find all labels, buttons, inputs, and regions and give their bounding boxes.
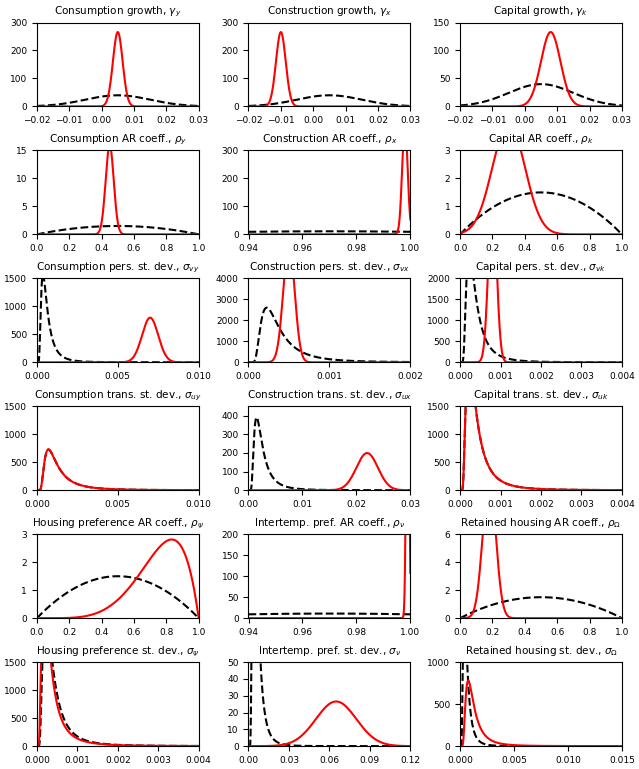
Title: Intertemp. pref. st. dev., $\sigma_\nu$: Intertemp. pref. st. dev., $\sigma_\nu$: [258, 644, 401, 657]
Title: Capital growth, $\gamma_k$: Capital growth, $\gamma_k$: [493, 4, 589, 18]
Title: Housing preference AR coeff., $\rho_\psi$: Housing preference AR coeff., $\rho_\psi…: [32, 516, 204, 531]
Title: Consumption growth, $\gamma_y$: Consumption growth, $\gamma_y$: [54, 5, 181, 19]
Title: Construction trans. st. dev., $\sigma_{ux}$: Construction trans. st. dev., $\sigma_{u…: [247, 388, 412, 401]
Title: Housing preference st. dev., $\sigma_\psi$: Housing preference st. dev., $\sigma_\ps…: [36, 644, 200, 658]
Title: Construction AR coeff., $\rho_x$: Construction AR coeff., $\rho_x$: [261, 132, 397, 146]
Title: Capital trans. st. dev., $\sigma_{uk}$: Capital trans. st. dev., $\sigma_{uk}$: [473, 388, 609, 402]
Title: Construction growth, $\gamma_x$: Construction growth, $\gamma_x$: [267, 4, 392, 18]
Title: Construction pers. st. dev., $\sigma_{vx}$: Construction pers. st. dev., $\sigma_{vx…: [249, 260, 410, 274]
Title: Capital AR coeff., $\rho_k$: Capital AR coeff., $\rho_k$: [488, 132, 594, 146]
Title: Consumption trans. st. dev., $\sigma_{uy}$: Consumption trans. st. dev., $\sigma_{uy…: [34, 388, 202, 403]
Title: Retained housing st. dev., $\sigma_\Omega$: Retained housing st. dev., $\sigma_\Omeg…: [465, 644, 617, 657]
Title: Retained housing AR coeff., $\rho_\Omega$: Retained housing AR coeff., $\rho_\Omega…: [461, 516, 622, 530]
Title: Consumption pers. st. dev., $\sigma_{vy}$: Consumption pers. st. dev., $\sigma_{vy}…: [36, 261, 199, 275]
Title: Capital pers. st. dev., $\sigma_{vk}$: Capital pers. st. dev., $\sigma_{vk}$: [475, 260, 606, 274]
Title: Intertemp. pref. AR coeff., $\rho_\nu$: Intertemp. pref. AR coeff., $\rho_\nu$: [254, 516, 405, 530]
Title: Consumption AR coeff., $\rho_y$: Consumption AR coeff., $\rho_y$: [49, 132, 187, 147]
